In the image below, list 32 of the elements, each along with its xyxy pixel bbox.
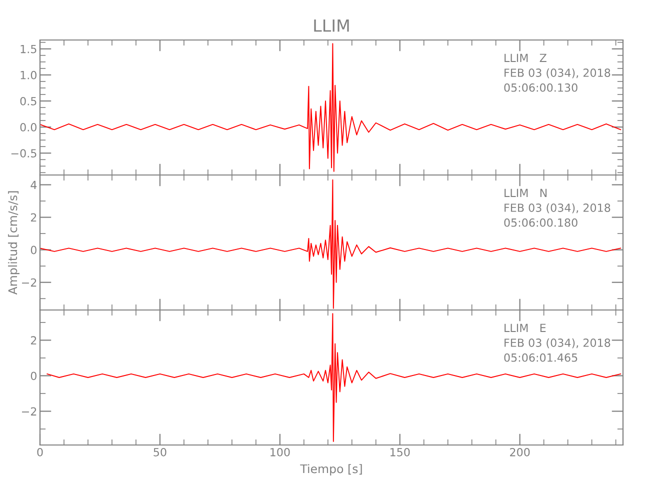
chart-title: LLIM	[314, 20, 349, 32]
annotation: LLIM E	[504, 324, 546, 332]
line-series	[40, 179, 622, 309]
y-tick-label: 0.5	[20, 96, 36, 106]
x-tick-label: 100	[270, 448, 290, 456]
y-tick-label: 2	[30, 213, 36, 222]
annotation: FEB 03 (034), 2018	[504, 203, 610, 214]
y-tick-label: 0	[30, 372, 36, 380]
y-tick-label: 1.5	[20, 44, 36, 54]
y-tick-label: 0	[30, 246, 36, 254]
y-tick-label: 2	[30, 336, 36, 344]
y-tick-label: −2	[22, 407, 36, 416]
line-series	[46, 313, 622, 442]
x-tick-label: 0	[37, 448, 43, 456]
y-tick-label: 4	[30, 180, 37, 189]
annotation: FEB 03 (034), 2018	[504, 338, 610, 348]
annotation: FEB 03 (034), 2018	[504, 68, 610, 78]
y-axis-title: Amplitud [cm/s/s]	[8, 191, 20, 295]
y-tick-label: −0.5	[11, 149, 36, 158]
y-tick-label: 0.0	[20, 123, 36, 132]
y-tick-label: 1.0	[20, 70, 36, 80]
x-tick-label: 200	[510, 448, 530, 456]
x-tick-label: 50	[154, 448, 166, 456]
x-tick-label: 150	[390, 448, 410, 456]
annotation: LLIM N	[504, 188, 547, 197]
x-axis-title: Tiempo [s]	[300, 464, 362, 476]
line-series	[40, 43, 622, 172]
annotation: 05:06:00.130	[504, 83, 578, 92]
annotation: 05:06:01.465	[504, 353, 578, 362]
annotation: 05:06:00.180	[504, 218, 578, 227]
y-tick-label: −2	[22, 278, 36, 287]
annotation: LLIM Z	[504, 54, 546, 62]
